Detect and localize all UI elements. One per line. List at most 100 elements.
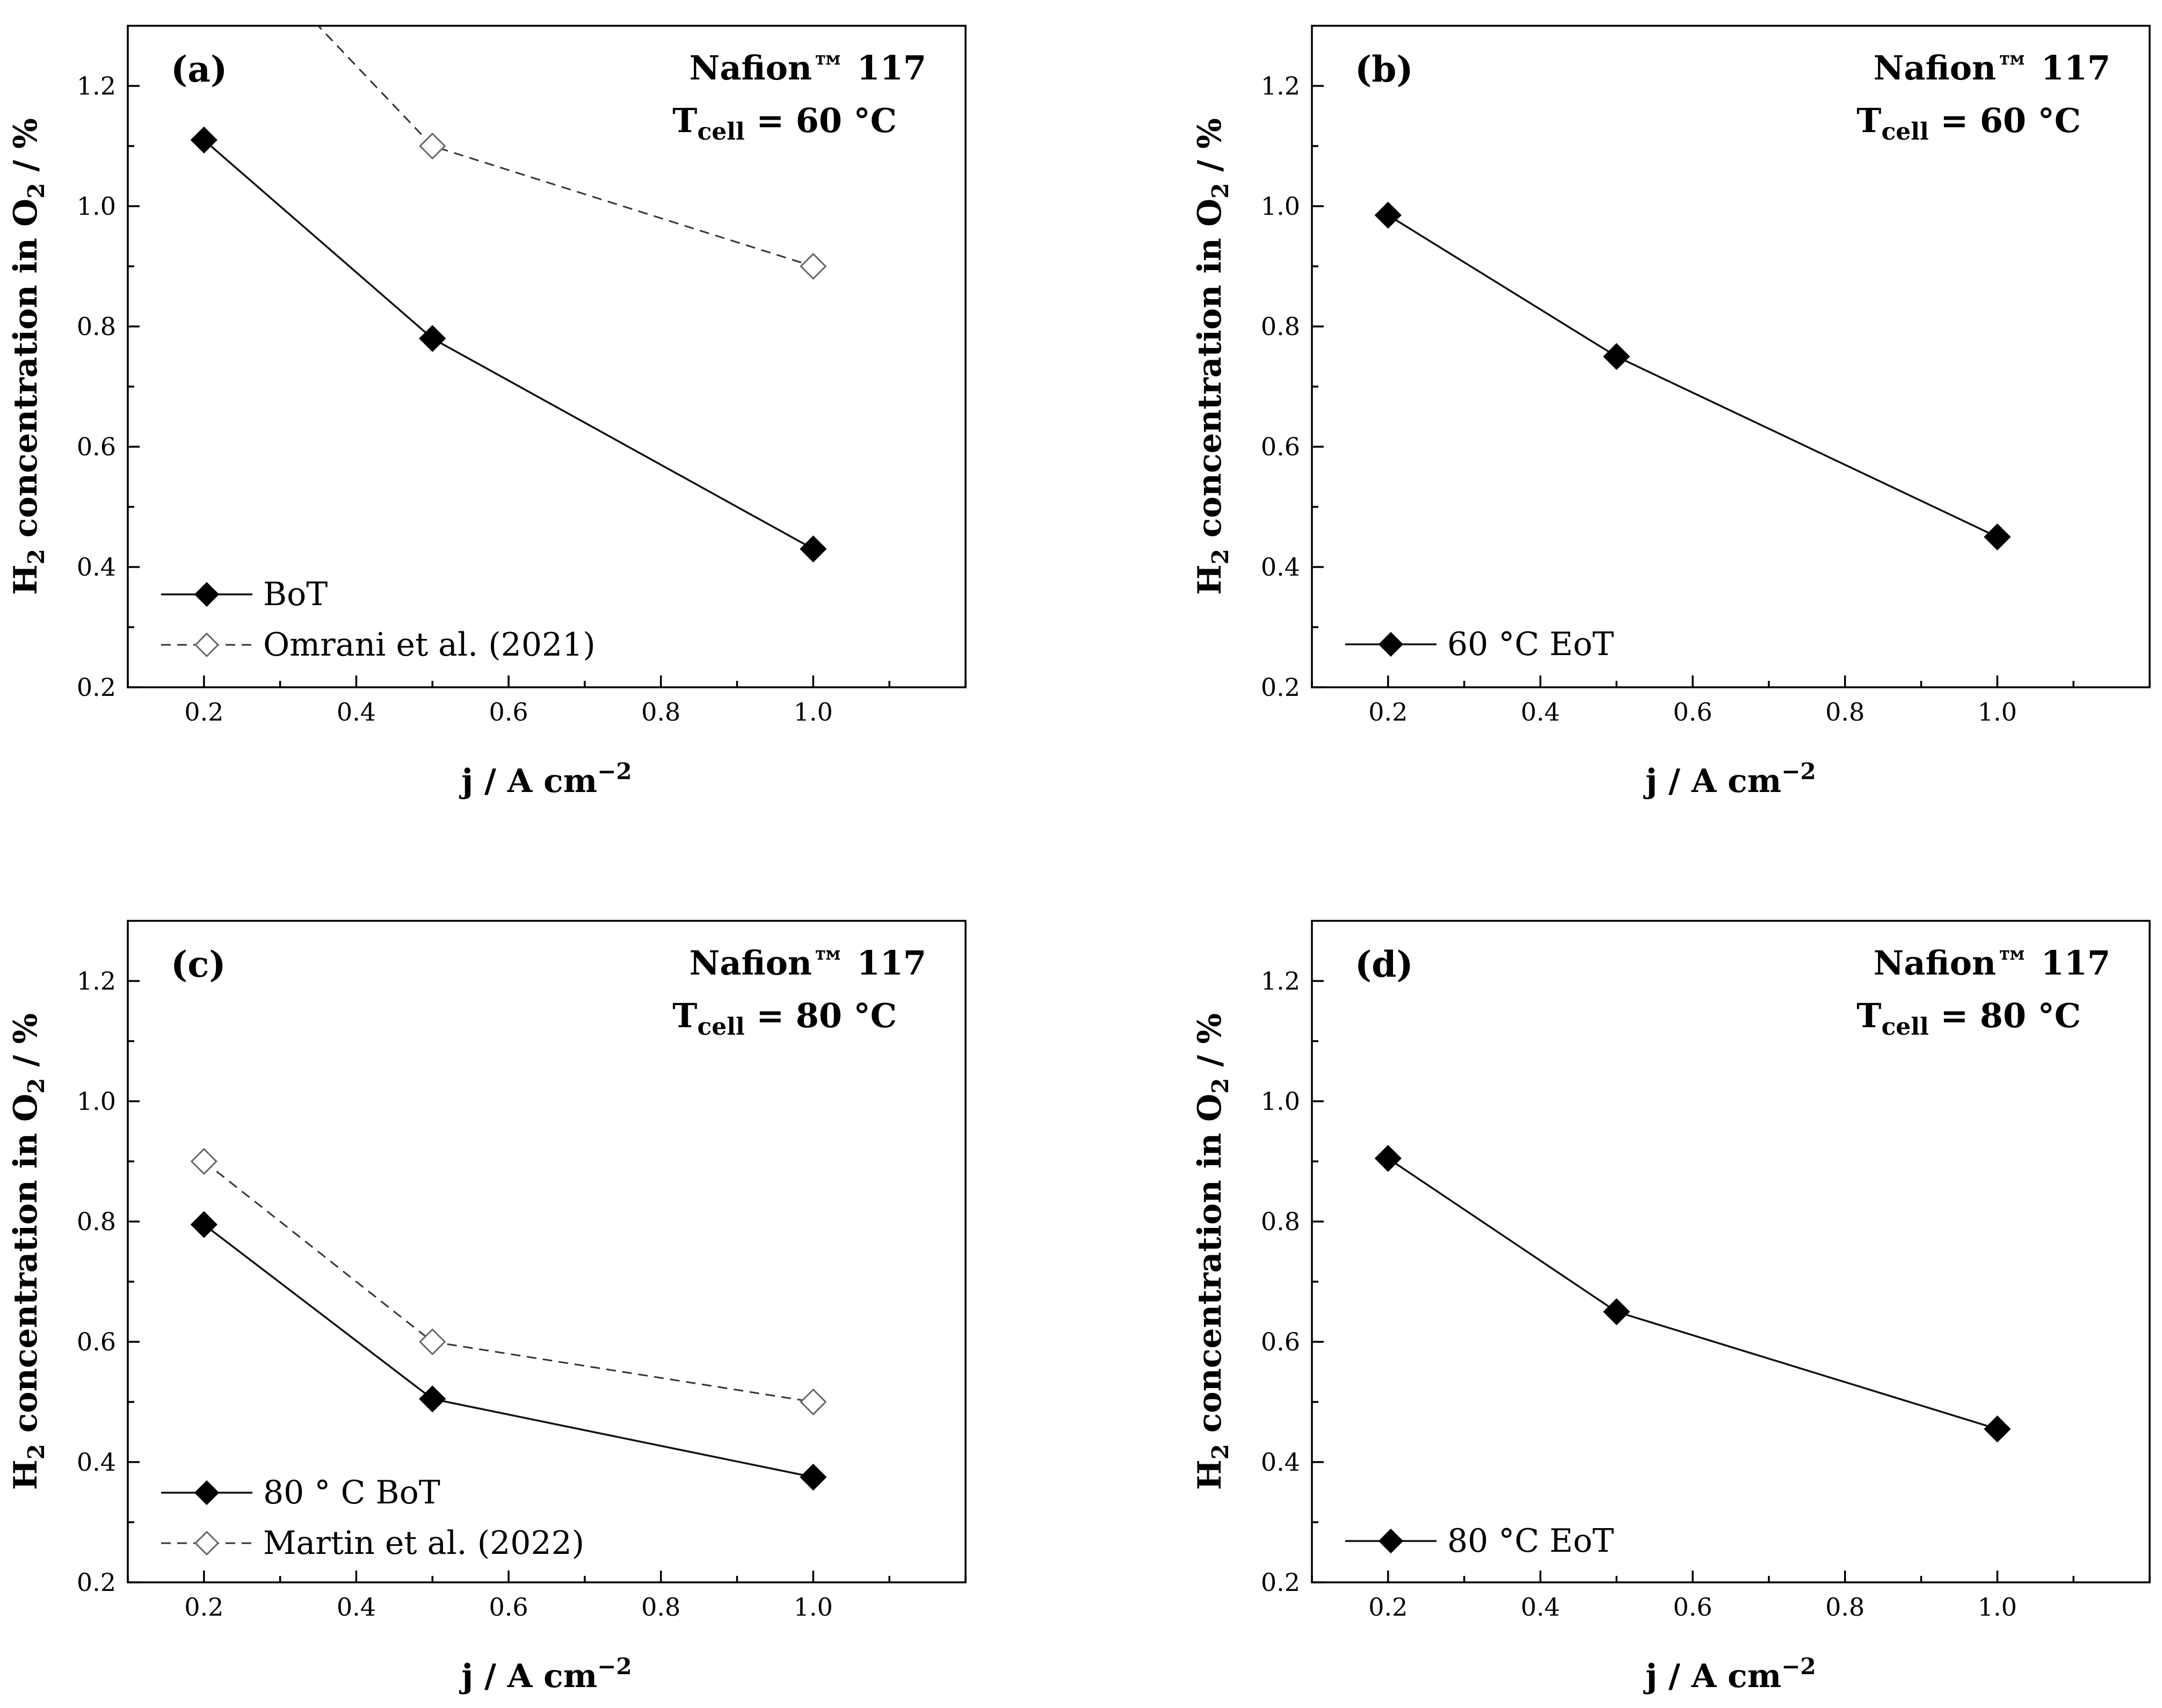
membrane-label: Nafion™ 117 [690,943,926,983]
y-tick-label: 0.6 [77,432,116,461]
plot-frame [127,920,967,1583]
plot-frame [127,25,967,688]
panel-tag: (d) [1355,943,1413,985]
x-tick-label: 1.0 [1978,1593,2017,1622]
cell-temperature-label: Tcell = 60 °C [672,101,897,146]
data-point [800,1388,827,1416]
x-tick-label: 0.8 [1825,697,1864,726]
x-tick-label: 0.2 [184,697,223,726]
panel-d: 0.2 0.4 0.6 0.8 1.0 0.2 0.4 0.6 0.8 1.0 1.2 80 °C E… [1191,920,2151,1695]
series-line-1 [203,1160,814,1403]
x-axis-label: j / A cm−2 [459,1653,632,1695]
series-line-0 [1387,1157,1998,1430]
panel-c: 0.2 0.4 0.6 0.8 1.0 0.2 0.4 0.6 0.8 1.0 1.2 80 ° C … [7,920,967,1695]
legend-label: 60 °C EoT [1447,626,1614,663]
data-point [1603,343,1630,370]
x-axis-label: j / A cm−2 [459,758,632,800]
data-point [1603,1298,1630,1326]
y-axis-label: H2 concentration in O2 / % [1191,1013,1234,1490]
legend-marker [194,1530,220,1556]
y-tick-label: 0.2 [77,1568,116,1597]
y-tick-label: 0.6 [1261,1327,1300,1356]
x-tick-label: 0.8 [1825,1593,1864,1622]
x-tick-label: 0.6 [489,697,528,726]
plot-area [1374,201,2011,551]
y-tick-label: 0.8 [77,312,116,341]
y-tick-label: 0.2 [77,673,116,702]
x-tick-label: 0.8 [641,1593,680,1622]
y-tick-label: 1.0 [1261,192,1300,221]
x-tick-label: 0.6 [1673,697,1713,726]
data-point [800,252,827,280]
data-point [190,1211,217,1238]
legend-label: Omrani et al. (2021) [263,626,596,664]
series-line-0 [1387,214,1998,538]
y-tick-label: 0.6 [1261,432,1300,461]
y-tick-label: 1.0 [1261,1087,1300,1116]
legend-marker [194,632,220,658]
x-tick-label: 0.2 [1368,1593,1408,1622]
y-tick-label: 1.0 [77,1087,116,1116]
data-point [419,132,446,160]
y-tick-label: 1.2 [1261,966,1300,995]
data-point [190,126,217,154]
x-tick-label: 0.6 [1673,1593,1713,1622]
y-tick-label: 0.8 [1261,312,1300,341]
membrane-label: Nafion™ 117 [690,48,926,88]
y-tick-label: 0.8 [1261,1207,1300,1236]
y-tick-label: 1.2 [77,71,116,100]
series-line-0 [203,1224,814,1478]
y-tick-label: 0.6 [77,1327,116,1356]
y-tick-label: 1.2 [1261,71,1300,100]
y-tick-label: 0.2 [1261,673,1300,702]
plot-area [190,26,827,563]
plot-area [190,1147,827,1491]
x-tick-label: 0.2 [184,1593,223,1622]
data-point [1374,201,1402,229]
data-point [419,1385,446,1413]
legend-label: 80 ° C BoT [263,1474,440,1511]
plot-frame [1311,25,2151,688]
x-tick-label: 0.4 [1521,697,1560,726]
y-tick-label: 0.4 [77,1448,116,1477]
legend-label: Martin et al. (2022) [263,1524,584,1562]
series-line-0 [203,139,814,550]
data-point [1984,1415,2011,1443]
legend-marker [1378,631,1404,657]
plot-frame [1311,920,2151,1583]
membrane-label: Nafion™ 117 [1874,943,2110,983]
x-tick-label: 0.4 [337,1593,376,1622]
y-tick-label: 1.0 [77,192,116,221]
data-point [1374,1145,1402,1172]
plot-area [1374,1145,2011,1443]
y-axis-label: H2 concentration in O2 / % [7,118,49,595]
cell-temperature-label: Tcell = 60 °C [1856,101,2081,146]
legend-marker [1378,1528,1404,1554]
y-tick-label: 0.8 [77,1207,116,1236]
x-tick-label: 0.4 [1521,1593,1560,1622]
x-tick-label: 1.0 [794,1593,833,1622]
y-tick-label: 0.2 [1261,1568,1300,1597]
data-point [190,1147,217,1175]
panel-b: 0.2 0.4 0.6 0.8 1.0 0.2 0.4 0.6 0.8 1.0 1.2 60 °C E… [1191,25,2151,800]
panel-tag: (a) [171,48,227,90]
x-tick-label: 0.6 [489,1593,528,1622]
data-point [419,325,446,352]
membrane-label: Nafion™ 117 [1874,48,2110,88]
x-axis-label: j / A cm−2 [1643,758,1816,800]
x-tick-label: 0.4 [337,697,376,726]
x-tick-label: 0.2 [1368,697,1408,726]
legend-marker [194,1480,220,1506]
panel-tag: (b) [1355,48,1413,90]
legend-label: 80 °C EoT [1447,1522,1614,1560]
legend-label: BoT [263,576,328,613]
y-axis-label: H2 concentration in O2 / % [7,1013,49,1490]
data-point [800,1463,827,1491]
data-point [800,535,827,563]
panel-a: 0.2 0.4 0.6 0.8 1.0 0.2 0.4 0.6 0.8 1.0 1.2 BoT Omra… [7,25,967,800]
y-tick-label: 0.4 [1261,1448,1300,1477]
data-point [419,1328,446,1356]
cell-temperature-label: Tcell = 80 °C [672,996,897,1041]
y-tick-label: 0.4 [1261,553,1300,582]
